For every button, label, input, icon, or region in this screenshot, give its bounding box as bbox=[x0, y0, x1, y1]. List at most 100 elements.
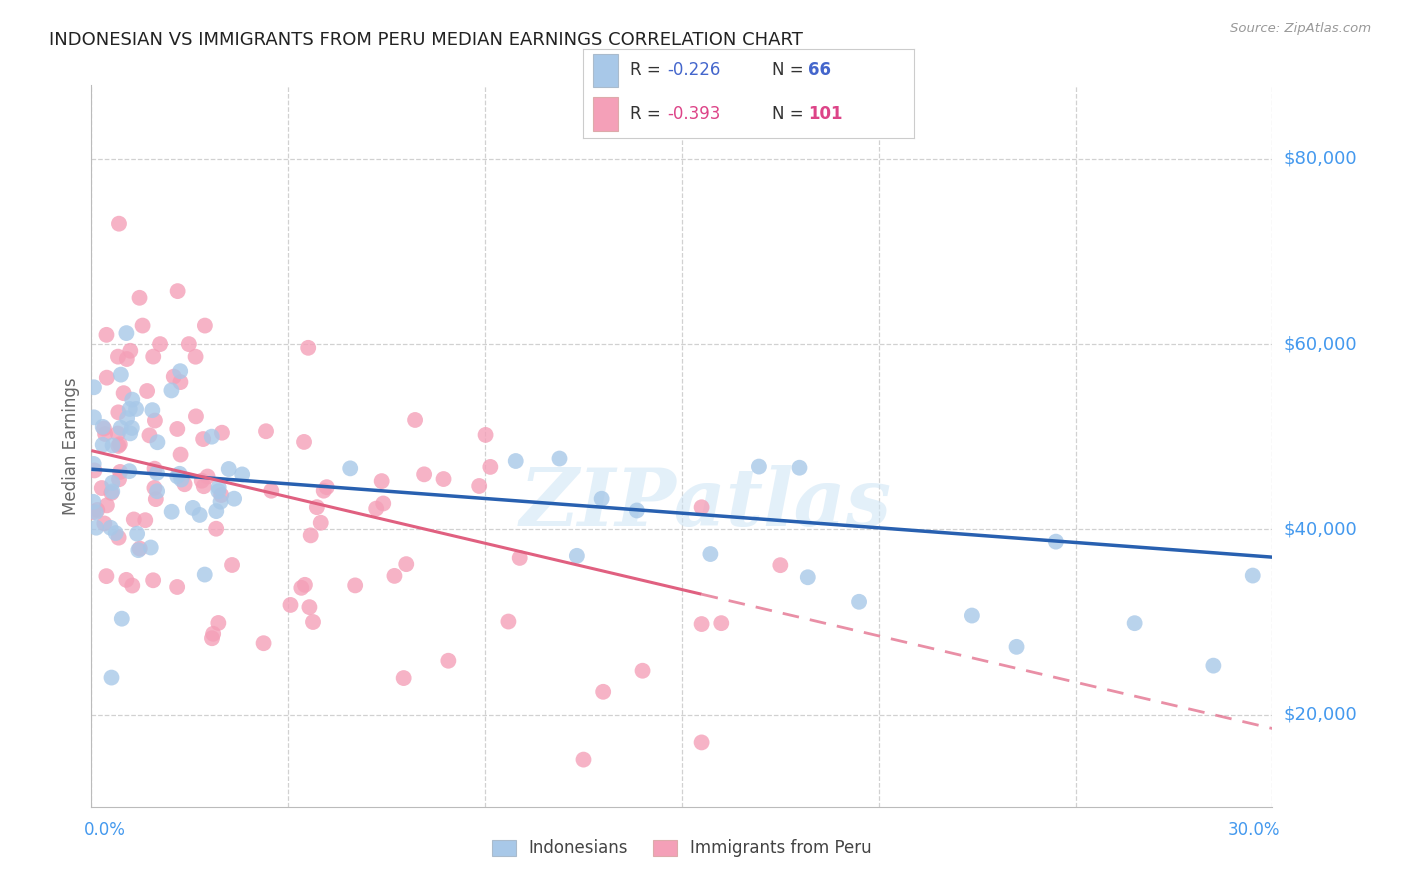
Point bbox=[93, 421, 115, 435]
Text: 0.0%: 0.0% bbox=[83, 822, 125, 839]
Point bbox=[107, 426, 129, 441]
Point bbox=[118, 401, 141, 416]
FancyBboxPatch shape bbox=[593, 97, 619, 131]
Point bbox=[96, 327, 118, 342]
Point bbox=[149, 337, 172, 351]
Point bbox=[207, 484, 229, 499]
Point bbox=[1202, 658, 1225, 673]
Point bbox=[224, 491, 246, 506]
Point bbox=[290, 581, 312, 595]
Point bbox=[690, 735, 713, 749]
Point bbox=[208, 480, 231, 494]
Point bbox=[184, 350, 207, 364]
Point bbox=[509, 550, 531, 565]
Text: 66: 66 bbox=[808, 62, 831, 79]
Point bbox=[91, 420, 114, 434]
Point bbox=[93, 516, 115, 531]
Point bbox=[145, 492, 167, 507]
Point bbox=[122, 512, 145, 526]
Point bbox=[121, 421, 143, 435]
Point bbox=[94, 427, 117, 442]
Point bbox=[209, 494, 232, 508]
Text: $20,000: $20,000 bbox=[1284, 706, 1357, 723]
Point bbox=[83, 380, 105, 394]
Point bbox=[82, 505, 104, 519]
Point bbox=[127, 543, 149, 558]
Point bbox=[146, 435, 169, 450]
Point bbox=[136, 384, 159, 398]
Point bbox=[211, 425, 233, 440]
Point bbox=[112, 386, 135, 401]
Point bbox=[84, 505, 107, 519]
Point bbox=[690, 500, 713, 515]
Point bbox=[366, 501, 388, 516]
Point bbox=[108, 437, 131, 451]
Point bbox=[315, 480, 337, 494]
Point bbox=[101, 475, 124, 490]
Point bbox=[83, 463, 105, 477]
Point bbox=[202, 627, 225, 641]
Point bbox=[498, 615, 520, 629]
Point bbox=[592, 685, 614, 699]
Point bbox=[591, 491, 613, 506]
Point bbox=[260, 483, 283, 498]
Point bbox=[474, 428, 496, 442]
Point bbox=[84, 521, 107, 535]
Point bbox=[384, 569, 406, 583]
Point bbox=[1005, 640, 1028, 654]
Point bbox=[104, 526, 127, 541]
Point bbox=[127, 526, 149, 541]
Point bbox=[170, 473, 193, 487]
Point bbox=[231, 467, 253, 482]
Point bbox=[297, 341, 319, 355]
Point bbox=[107, 439, 129, 453]
Point bbox=[115, 326, 138, 340]
Point bbox=[395, 557, 418, 571]
Point bbox=[139, 541, 162, 555]
Text: $40,000: $40,000 bbox=[1284, 520, 1357, 539]
Y-axis label: Median Earnings: Median Earnings bbox=[62, 377, 80, 515]
Point bbox=[169, 467, 191, 481]
Point bbox=[370, 474, 392, 488]
Point bbox=[166, 284, 188, 298]
Point bbox=[177, 337, 200, 351]
Point bbox=[305, 500, 328, 515]
Point bbox=[160, 384, 183, 398]
Text: R =: R = bbox=[630, 62, 666, 79]
Point bbox=[344, 578, 367, 592]
Point bbox=[160, 505, 183, 519]
Point bbox=[690, 617, 713, 632]
Point bbox=[194, 567, 217, 582]
Point bbox=[142, 574, 165, 588]
Point bbox=[1241, 568, 1264, 582]
Text: N =: N = bbox=[772, 105, 808, 123]
Point bbox=[83, 457, 105, 471]
Point bbox=[201, 632, 224, 646]
Point bbox=[115, 411, 138, 425]
Point bbox=[299, 528, 322, 542]
Point bbox=[131, 318, 153, 333]
Point bbox=[166, 422, 188, 436]
Point bbox=[100, 486, 122, 500]
Point bbox=[548, 451, 571, 466]
Point bbox=[101, 438, 124, 452]
Point bbox=[748, 459, 770, 474]
Point bbox=[163, 369, 186, 384]
Point bbox=[107, 531, 129, 545]
Point bbox=[209, 488, 232, 502]
Point bbox=[339, 461, 361, 475]
Point bbox=[280, 598, 302, 612]
Point bbox=[298, 600, 321, 615]
Text: ZIPatlas: ZIPatlas bbox=[519, 465, 891, 542]
Point bbox=[125, 401, 148, 416]
Point bbox=[789, 460, 811, 475]
Point bbox=[107, 350, 129, 364]
Point bbox=[392, 671, 415, 685]
Point bbox=[108, 472, 131, 486]
Text: $80,000: $80,000 bbox=[1284, 150, 1357, 168]
Point bbox=[101, 484, 124, 499]
Point bbox=[134, 513, 156, 527]
Point bbox=[254, 424, 277, 438]
Point bbox=[505, 454, 527, 468]
Text: 101: 101 bbox=[808, 105, 842, 123]
